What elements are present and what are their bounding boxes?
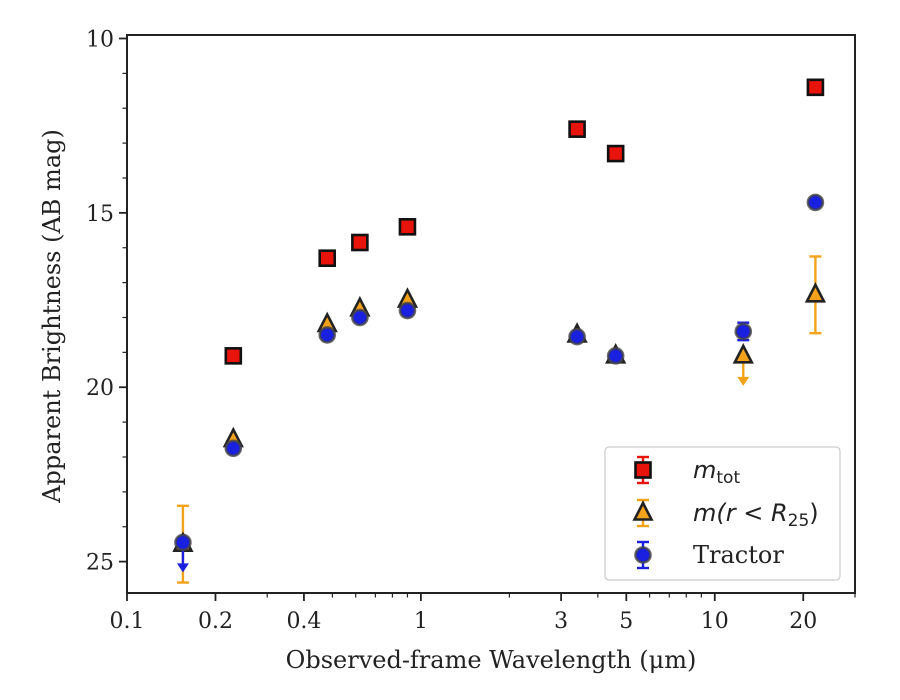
legend-label-part: Tractor — [693, 541, 784, 569]
legend: mtot m(r < R25) Tractor — [604, 446, 841, 581]
legend-label-part: tot — [716, 468, 740, 488]
y-tick-label: 10 — [86, 27, 114, 52]
data-point — [806, 193, 825, 212]
x-tick-label: 0.1 — [110, 609, 145, 634]
y-axis-label: Apparent Brightness (AB mag) — [38, 129, 66, 504]
x-axis-label: Observed-frame Wavelength (μm) — [286, 646, 697, 674]
legend-label: mtot — [693, 456, 740, 488]
legend-label-part: m — [693, 456, 716, 484]
legend-label: Tractor — [693, 541, 784, 569]
data-point — [606, 144, 625, 163]
data-point — [318, 249, 337, 267]
data-point — [734, 322, 753, 341]
upper-limit-arrow — [176, 563, 189, 573]
data-point — [606, 347, 625, 365]
data-point — [351, 308, 369, 327]
y-tick-label: 20 — [86, 376, 114, 401]
legend-label-part: 25 — [788, 511, 810, 531]
data-point — [351, 233, 369, 252]
legend-label: m(r < R25) — [693, 499, 819, 531]
upper-limit-arrow — [737, 376, 750, 386]
series-square — [224, 78, 825, 365]
x-tick-label: 0.4 — [286, 609, 321, 634]
data-point — [568, 120, 586, 138]
data-markers — [172, 78, 827, 584]
x-tick-label: 0.2 — [198, 609, 233, 634]
data-point — [318, 326, 337, 344]
axes: 0.1 0.2 0.4 1 3 5 10 20 10 15 20 25 — [86, 27, 856, 634]
legend-marker — [632, 500, 654, 521]
x-tick-label: 3 — [554, 609, 568, 634]
data-point — [224, 347, 243, 365]
legend-label-part: m(r < R — [693, 499, 788, 527]
data-point — [806, 78, 825, 97]
legend-box — [604, 446, 841, 581]
x-tick-label: 20 — [789, 609, 817, 634]
legend-marker — [634, 546, 652, 564]
x-tick-label: 1 — [414, 609, 428, 634]
x-tick-label: 5 — [619, 609, 633, 634]
legend-marker — [634, 461, 652, 479]
data-point — [398, 218, 417, 236]
y-tick-label: 15 — [86, 202, 114, 227]
x-tick-label: 10 — [701, 609, 729, 634]
data-point — [568, 327, 586, 346]
data-point — [174, 533, 192, 552]
data-point — [804, 281, 827, 303]
y-tick-label: 25 — [86, 551, 114, 576]
data-point — [732, 343, 754, 364]
legend-label-part: ) — [809, 499, 818, 527]
data-point — [224, 439, 243, 458]
series-circle — [174, 193, 825, 573]
data-point — [398, 301, 417, 320]
